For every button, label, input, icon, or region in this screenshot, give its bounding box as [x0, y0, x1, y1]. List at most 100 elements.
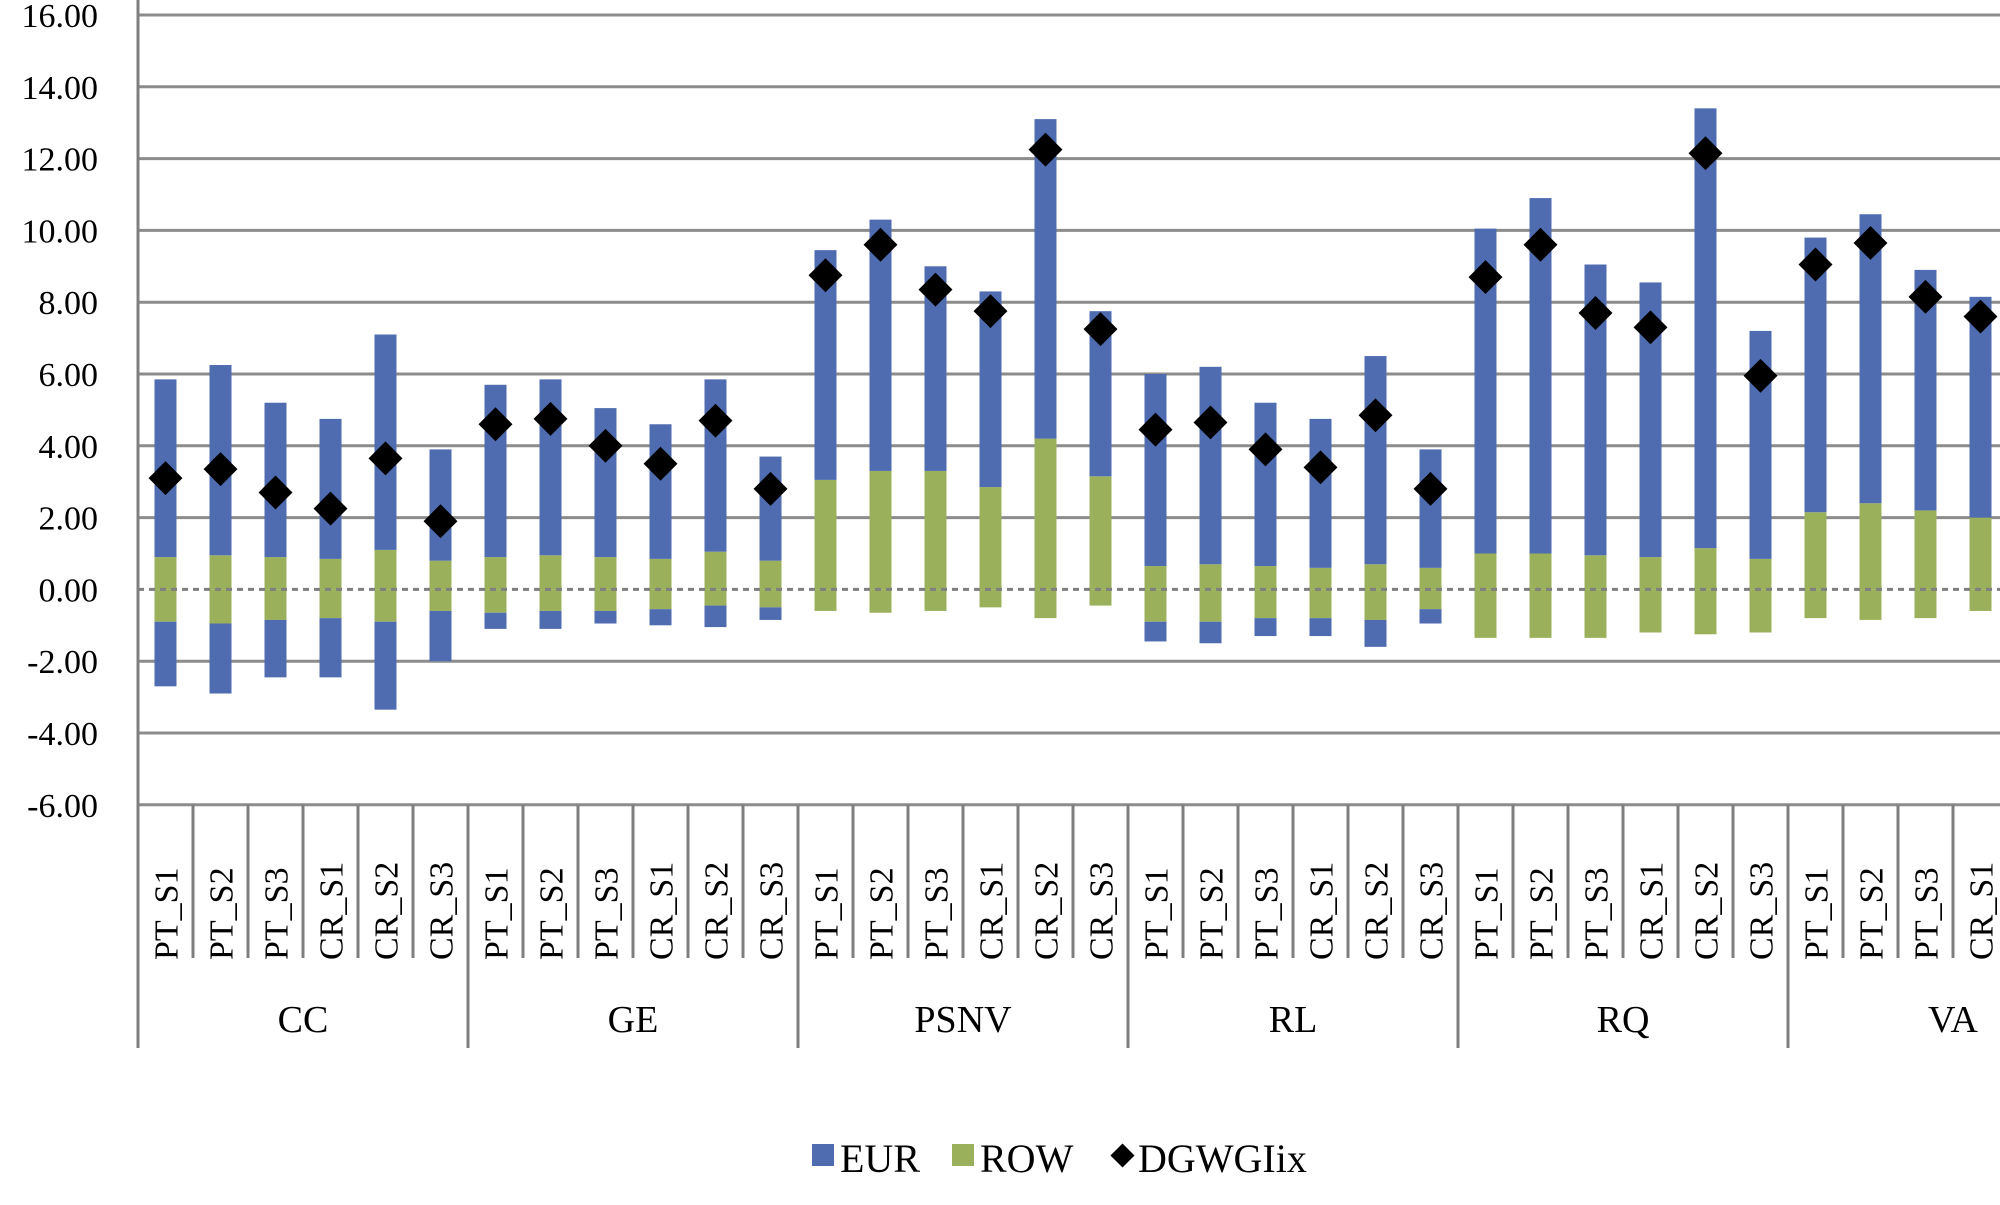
- dgwgiix-marker: [864, 228, 898, 262]
- x-tick-label: PT_S3: [919, 867, 956, 960]
- bar-row-negative: [1585, 589, 1607, 637]
- bar-row-positive: [1200, 564, 1222, 589]
- bar-row-negative: [980, 589, 1002, 607]
- markers: [149, 133, 1998, 539]
- x-tick-label: PT_S3: [1909, 867, 1946, 960]
- bar-row-positive: [1255, 566, 1277, 589]
- bar-row-negative: [1970, 589, 1992, 611]
- bar-row-positive: [1475, 554, 1497, 590]
- bars: [155, 108, 1992, 709]
- bar-eur-negative: [485, 613, 507, 629]
- y-tick-label: 16.00: [22, 0, 99, 35]
- bar-eur-positive: [1035, 119, 1057, 439]
- bar-eur-negative: [1310, 618, 1332, 636]
- bar-row-positive: [1970, 518, 1992, 590]
- bar-eur-positive: [1420, 449, 1442, 567]
- y-tick-label: 10.00: [22, 213, 99, 250]
- gridlines: [138, 15, 2000, 805]
- x-tick-label: CR_S1: [1304, 862, 1341, 960]
- bar-row-negative: [705, 589, 727, 605]
- x-tick-label: PT_S2: [204, 867, 241, 960]
- bar-row-positive: [650, 559, 672, 590]
- dgwgiix-marker: [1084, 312, 1118, 346]
- dgwgiix-marker: [1414, 472, 1448, 506]
- bar-eur-negative: [210, 624, 232, 694]
- bar-row-positive: [1365, 564, 1387, 589]
- dgwgiix-marker: [479, 407, 513, 441]
- dgwgiix-marker: [1359, 398, 1393, 432]
- bar-row-positive: [485, 557, 507, 589]
- bar-row-negative: [1530, 589, 1552, 637]
- dgwgiix-marker: [1139, 413, 1173, 447]
- x-tick-label: PT_S2: [534, 867, 571, 960]
- dgwgiix-marker: [1909, 280, 1943, 314]
- bar-row-positive: [265, 557, 287, 589]
- dgwgiix-marker: [1689, 136, 1723, 170]
- bar-row-positive: [925, 471, 947, 589]
- x-tick-label: PT_S3: [259, 867, 296, 960]
- dgwgiix-marker: [589, 429, 623, 463]
- x-tick-label: PT_S2: [1524, 867, 1561, 960]
- dgwgiix-marker: [974, 294, 1008, 328]
- bar-row-positive: [980, 487, 1002, 589]
- bar-row-positive: [375, 550, 397, 589]
- x-tick-label: CR_S2: [1029, 862, 1066, 960]
- dgwgiix-marker: [1964, 300, 1998, 334]
- bar-row-negative: [485, 589, 507, 612]
- dgwgiix-marker: [149, 461, 183, 495]
- x-tick-label: PT_S3: [1579, 867, 1616, 960]
- bar-eur-negative: [705, 606, 727, 628]
- x-tick-label: PT_S2: [1194, 867, 1231, 960]
- x-tick-label: PT_S3: [1249, 867, 1286, 960]
- bar-row-positive: [1750, 559, 1772, 590]
- bar-row-negative: [870, 589, 892, 612]
- x-tick-label: PT_S2: [864, 867, 901, 960]
- y-tick-label: 14.00: [22, 70, 99, 107]
- x-tick-label: PT_S1: [1469, 867, 1506, 960]
- bar-eur-negative: [1255, 618, 1277, 636]
- legend-label-row: ROW: [980, 1136, 1074, 1181]
- dgwgiix-marker: [1634, 310, 1668, 344]
- bar-eur-negative: [650, 609, 672, 625]
- bar-eur-positive: [1310, 419, 1332, 568]
- bar-row-positive: [1805, 512, 1827, 589]
- y-tick-label: 8.00: [39, 285, 99, 322]
- x-tick-label: CR_S2: [369, 862, 406, 960]
- bar-row-positive: [1860, 503, 1882, 589]
- bar-row-negative: [210, 589, 232, 623]
- x-tick-label: CR_S1: [1634, 862, 1671, 960]
- bar-row-negative: [375, 589, 397, 621]
- bar-eur-positive: [650, 424, 672, 559]
- bar-eur-negative: [1365, 620, 1387, 647]
- bar-row-negative: [265, 589, 287, 620]
- x-tick-label: PT_S2: [1854, 867, 1891, 960]
- bar-row-positive: [1310, 568, 1332, 590]
- x-tick-label: CR_S3: [1084, 862, 1121, 960]
- x-tick-label: CR_S3: [754, 862, 791, 960]
- group-label: VA: [1928, 999, 1979, 1041]
- bar-eur-positive: [1695, 108, 1717, 548]
- y-tick-label: -4.00: [27, 716, 98, 753]
- bar-row-negative: [1035, 589, 1057, 618]
- bar-row-negative: [1310, 589, 1332, 618]
- x-tick-label: CR_S3: [1744, 862, 1781, 960]
- bar-row-positive: [870, 471, 892, 589]
- bar-row-positive: [320, 559, 342, 590]
- bar-row-negative: [1805, 589, 1827, 618]
- bar-row-positive: [1640, 557, 1662, 589]
- bar-row-negative: [155, 589, 177, 621]
- bar-eur-positive: [1365, 356, 1387, 564]
- bar-row-negative: [1860, 589, 1882, 620]
- dgwgiix-marker: [424, 504, 458, 538]
- bar-eur-negative: [540, 611, 562, 629]
- bar-row-negative: [1255, 589, 1277, 618]
- bar-row-positive: [210, 555, 232, 589]
- x-tick-label: CR_S1: [644, 862, 681, 960]
- dgwgiix-marker: [1744, 359, 1778, 393]
- bar-row-negative: [1640, 589, 1662, 632]
- bar-row-positive: [1915, 510, 1937, 589]
- legend-swatch-eur: [812, 1144, 834, 1166]
- group-label: PSNV: [914, 999, 1012, 1041]
